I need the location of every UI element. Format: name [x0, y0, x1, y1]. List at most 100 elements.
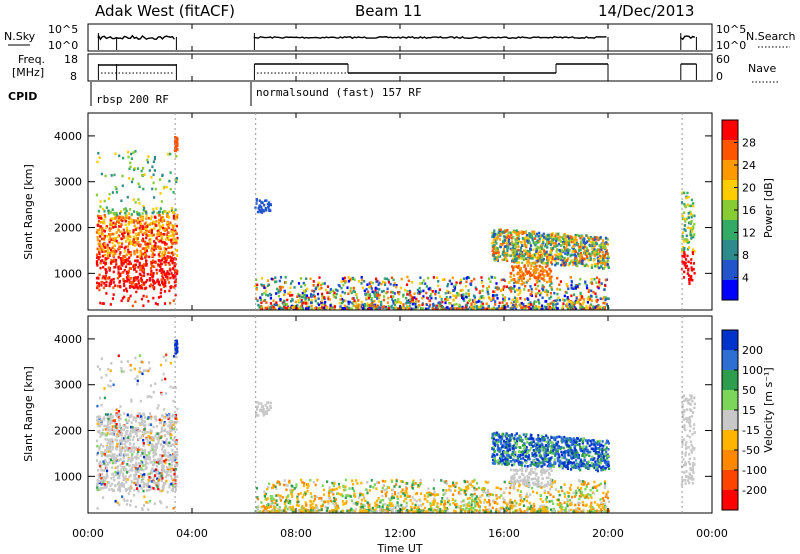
data-cell — [583, 237, 586, 240]
data-cell — [607, 259, 610, 263]
data-cell — [567, 263, 570, 267]
data-cell — [97, 473, 100, 477]
data-cell — [509, 271, 512, 275]
data-cell — [443, 307, 446, 311]
data-cell — [155, 419, 158, 422]
data-cell — [687, 212, 690, 215]
data-cell — [526, 305, 529, 309]
data-cell — [163, 290, 167, 293]
data-cell — [302, 307, 305, 311]
data-cell — [142, 266, 145, 270]
data-cell — [587, 239, 591, 243]
data-cell — [353, 299, 356, 303]
data-cell — [139, 277, 142, 280]
data-cell — [602, 261, 605, 265]
data-cell — [160, 474, 163, 478]
data-cell — [120, 449, 123, 452]
data-cell — [565, 302, 569, 306]
data-cell — [106, 252, 109, 255]
data-cell — [513, 274, 516, 277]
data-cell — [546, 262, 549, 265]
data-cell — [175, 137, 178, 141]
data-cell — [160, 479, 164, 483]
data-cell — [416, 306, 419, 309]
data-cell — [170, 420, 173, 424]
data-cell — [98, 448, 101, 451]
data-cell — [515, 501, 518, 505]
data-cell — [506, 305, 509, 308]
data-cell — [681, 191, 684, 195]
data-cell — [176, 142, 179, 146]
data-cell — [576, 285, 579, 288]
data-cell — [563, 294, 566, 298]
data-cell — [167, 417, 170, 421]
data-cell — [569, 484, 573, 487]
data-cell — [114, 421, 117, 425]
data-cell — [111, 425, 114, 428]
data-cell — [539, 248, 542, 252]
data-cell — [544, 262, 547, 265]
data-cell — [132, 230, 135, 234]
data-cell — [448, 301, 451, 305]
data-cell — [354, 304, 357, 308]
data-cell — [174, 238, 177, 241]
data-cell — [145, 501, 148, 504]
data-cell — [432, 276, 435, 279]
data-cell — [381, 306, 384, 309]
data-cell — [157, 296, 161, 299]
data-cell — [95, 231, 98, 234]
data-cell — [549, 236, 553, 239]
data-cell — [146, 483, 149, 486]
data-cell — [169, 171, 172, 174]
data-cell — [96, 238, 99, 242]
data-cell — [374, 289, 377, 292]
data-cell — [439, 502, 442, 506]
data-cell — [144, 280, 148, 284]
data-cell — [111, 241, 114, 244]
data-cell — [393, 292, 396, 295]
data-cell — [123, 453, 126, 456]
data-cell — [114, 284, 117, 287]
data-cell — [162, 465, 165, 468]
data-cell — [150, 269, 153, 273]
data-cell — [418, 282, 422, 285]
data-cell — [96, 256, 99, 259]
data-cell — [536, 232, 539, 236]
data-cell — [524, 236, 527, 240]
data-cell — [333, 307, 336, 311]
data-cell — [585, 284, 588, 287]
data-cell — [169, 152, 172, 156]
data-cell — [172, 251, 175, 254]
data-cell — [328, 298, 331, 301]
data-cell — [128, 464, 131, 467]
data-cell — [165, 233, 168, 236]
data-cell — [132, 198, 135, 201]
data-cell — [142, 271, 145, 274]
data-cell — [594, 306, 597, 309]
data-cell — [497, 305, 501, 308]
data-cell — [108, 445, 111, 449]
data-cell — [379, 306, 382, 309]
data-cell — [143, 227, 146, 231]
data-cell — [149, 240, 152, 243]
data-cell — [112, 232, 115, 236]
data-cell — [171, 241, 174, 245]
data-cell — [680, 201, 684, 204]
data-cell — [143, 451, 146, 454]
data-cell — [124, 219, 127, 223]
data-cell — [556, 276, 559, 280]
data-cell — [377, 283, 380, 286]
data-cell — [105, 284, 108, 287]
data-cell — [600, 261, 603, 265]
data-cell — [268, 203, 272, 206]
data-cell — [556, 302, 559, 306]
data-cell — [156, 211, 159, 215]
data-cell — [524, 253, 527, 256]
data-cell — [437, 291, 440, 295]
data-cell — [143, 428, 146, 431]
data-cell — [686, 247, 689, 251]
data-cell — [510, 233, 513, 237]
data-cell — [150, 176, 153, 179]
data-cell — [142, 464, 145, 467]
data-cell — [142, 304, 145, 307]
